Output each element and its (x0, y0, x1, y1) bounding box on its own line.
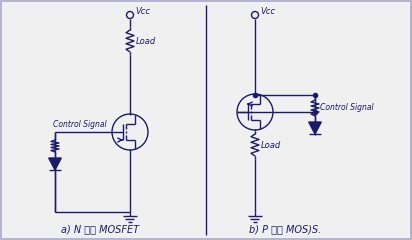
Text: Vcc: Vcc (260, 6, 275, 16)
Polygon shape (309, 122, 321, 134)
Text: Vcc: Vcc (135, 6, 150, 16)
Text: Control Signal: Control Signal (320, 102, 374, 112)
Text: Control Signal: Control Signal (53, 120, 107, 129)
Text: Load: Load (136, 36, 156, 46)
Text: a) N 沟道 MOSFET: a) N 沟道 MOSFET (61, 224, 139, 234)
Polygon shape (49, 158, 61, 170)
Text: Load: Load (261, 140, 281, 150)
Text: b) P 沟道 MOS)S.: b) P 沟道 MOS)S. (249, 224, 321, 234)
